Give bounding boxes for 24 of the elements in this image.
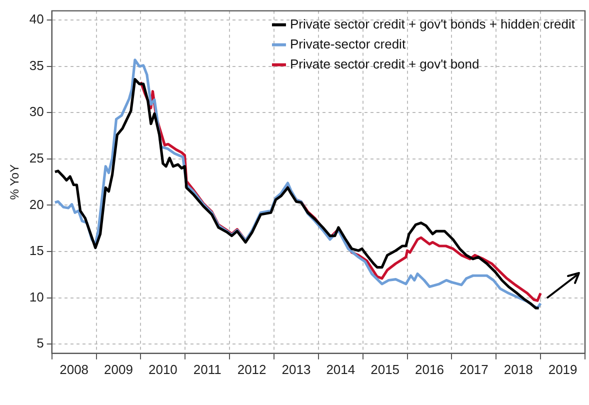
y-tick-label: 35 bbox=[29, 58, 44, 73]
x-tick-label: 2009 bbox=[104, 362, 133, 377]
x-tick-label: 2008 bbox=[60, 362, 89, 377]
x-tick-label: 2012 bbox=[237, 362, 266, 377]
y-tick-label: 20 bbox=[29, 196, 44, 212]
y-tick-label: 30 bbox=[29, 104, 44, 120]
y-tick-label: 40 bbox=[29, 12, 44, 27]
x-tick-label: 2017 bbox=[459, 362, 488, 377]
x-tick-label: 2014 bbox=[326, 362, 356, 377]
y-tick-label: 10 bbox=[29, 289, 44, 304]
x-tick-label: 2015 bbox=[370, 362, 400, 377]
y-axis-title: % YoY bbox=[8, 164, 22, 200]
legend-label: Private-sector credit bbox=[290, 36, 406, 52]
x-tick-label: 2016 bbox=[415, 362, 444, 377]
x-tick-label: 2011 bbox=[193, 362, 222, 377]
x-tick-label: 2018 bbox=[504, 362, 533, 377]
y-tick-label: 5 bbox=[36, 336, 44, 351]
y-tick-label: 25 bbox=[29, 150, 44, 166]
x-tick-label: 2013 bbox=[282, 362, 311, 377]
y-tick-label: 15 bbox=[29, 243, 44, 258]
x-tick-label: 2010 bbox=[148, 362, 178, 377]
legend-label: Private sector credit + gov't bonds + hidden credit bbox=[290, 16, 576, 32]
x-tick-label: 2019 bbox=[548, 362, 578, 377]
legend-label: Private sector credit + gov't bond bbox=[290, 56, 480, 72]
